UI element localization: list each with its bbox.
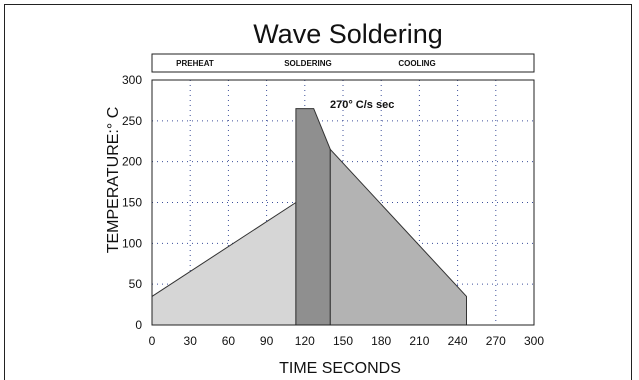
area-preheat	[151, 201, 297, 326]
y-tick-150: 150	[122, 196, 142, 210]
x-tick-60: 60	[222, 334, 236, 348]
x-tick-0: 0	[149, 334, 156, 348]
x-tick-180: 180	[371, 334, 391, 348]
y-tick-250: 250	[122, 114, 142, 128]
y-tick-300: 300	[122, 73, 142, 87]
x-tick-210: 210	[409, 334, 429, 348]
phase-label-soldering: SOLDERING	[284, 59, 332, 68]
y-tick-labels: 0 50 100 150 200 250 300	[122, 73, 142, 332]
annotation-ramp-rate: 270° C/s sec	[330, 99, 394, 111]
x-axis-label: TIME SECONDS	[279, 360, 401, 377]
x-tick-90: 90	[260, 334, 274, 348]
y-tick-50: 50	[129, 277, 143, 291]
plot-border	[151, 79, 535, 326]
x-tick-150: 150	[333, 334, 353, 348]
y-axis-label: TEMPERATURE:° C	[105, 107, 122, 254]
chart-title: Wave Soldering	[253, 19, 443, 49]
y-tick-100: 100	[122, 236, 142, 250]
profile-areas	[151, 108, 467, 326]
phase-label-cooling: COOLING	[398, 59, 435, 68]
chart-frame	[4, 4, 632, 380]
x-tick-300: 300	[524, 334, 544, 348]
area-cooling	[329, 148, 467, 326]
area-soldering	[295, 108, 331, 326]
x-tick-240: 240	[448, 334, 468, 348]
y-tick-0: 0	[135, 318, 142, 332]
x-tick-labels: 0 30 60 90 120 150 180 210 240 270 300	[149, 334, 545, 348]
phase-label-preheat: PREHEAT	[176, 59, 214, 68]
y-tick-200: 200	[122, 155, 142, 169]
x-tick-270: 270	[486, 334, 506, 348]
phase-bar	[151, 53, 535, 73]
x-tick-30: 30	[184, 334, 198, 348]
x-tick-120: 120	[295, 334, 315, 348]
